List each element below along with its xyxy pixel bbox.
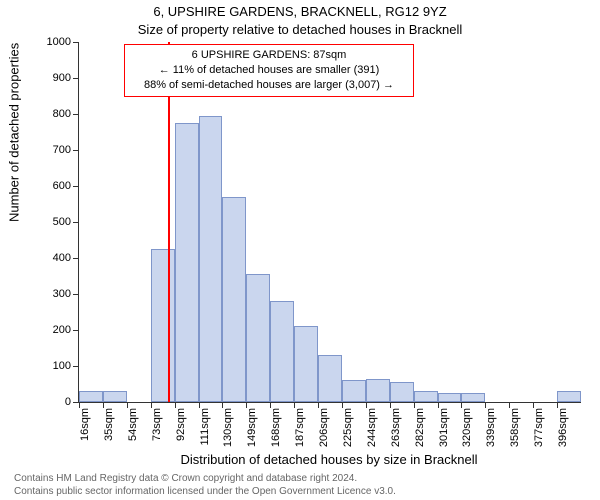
x-tick-label: 358sqm <box>509 408 521 447</box>
y-tick-mark <box>73 366 79 367</box>
x-tick-label: 396sqm <box>557 408 569 447</box>
y-tick-label: 500 <box>53 216 71 228</box>
y-axis-label: Number of detached properties <box>7 43 22 222</box>
x-tick-label: 225sqm <box>342 408 354 447</box>
y-tick-label: 300 <box>53 288 71 300</box>
histogram-bar <box>342 380 366 402</box>
y-tick-mark <box>73 186 79 187</box>
histogram-bar <box>557 391 581 402</box>
histogram-bar <box>438 393 462 402</box>
chart-title-sub: Size of property relative to detached ho… <box>0 22 600 37</box>
histogram-bar <box>318 355 342 402</box>
histogram-bar <box>461 393 485 402</box>
x-tick-label: 16sqm <box>79 408 91 441</box>
x-tick-label: 54sqm <box>127 408 139 441</box>
y-tick-label: 100 <box>53 360 71 372</box>
histogram-bar <box>246 274 270 402</box>
y-tick-label: 200 <box>53 324 71 336</box>
y-tick-label: 600 <box>53 180 71 192</box>
histogram-bar <box>390 382 414 402</box>
histogram-bar <box>222 197 246 402</box>
y-tick-mark <box>73 258 79 259</box>
y-tick-mark <box>73 114 79 115</box>
x-tick-label: 149sqm <box>246 408 258 447</box>
x-tick-label: 168sqm <box>270 408 282 447</box>
x-tick-label: 377sqm <box>533 408 545 447</box>
x-tick-label: 130sqm <box>222 408 234 447</box>
annotation-line-2: ← 11% of detached houses are smaller (39… <box>131 63 407 78</box>
y-tick-mark <box>73 42 79 43</box>
y-tick-label: 700 <box>53 144 71 156</box>
y-tick-mark <box>73 78 79 79</box>
y-tick-label: 900 <box>53 72 71 84</box>
y-tick-label: 1000 <box>47 36 71 48</box>
annotation-line-1: 6 UPSHIRE GARDENS: 87sqm <box>131 48 407 63</box>
histogram-bar <box>79 391 103 402</box>
chart-title-main: 6, UPSHIRE GARDENS, BRACKNELL, RG12 9YZ <box>0 4 600 19</box>
histogram-bar <box>175 123 199 402</box>
annotation-line-3: 88% of semi-detached houses are larger (… <box>131 78 407 93</box>
footer-attribution: Contains HM Land Registry data © Crown c… <box>14 473 396 498</box>
x-tick-label: 73sqm <box>151 408 163 441</box>
x-tick-label: 206sqm <box>318 408 330 447</box>
histogram-bar <box>103 391 127 402</box>
y-tick-label: 800 <box>53 108 71 120</box>
x-tick-label: 282sqm <box>414 408 426 447</box>
x-tick-label: 320sqm <box>461 408 473 447</box>
x-tick-label: 263sqm <box>390 408 402 447</box>
x-tick-label: 339sqm <box>485 408 497 447</box>
histogram-bar <box>270 301 294 402</box>
y-tick-mark <box>73 330 79 331</box>
x-tick-label: 92sqm <box>175 408 187 441</box>
y-tick-mark <box>73 222 79 223</box>
y-tick-label: 400 <box>53 252 71 264</box>
x-tick-label: 187sqm <box>294 408 306 447</box>
histogram-bar <box>366 379 390 402</box>
footer-line-2: Contains public sector information licen… <box>14 486 396 499</box>
x-tick-label: 301sqm <box>438 408 450 447</box>
x-tick-label: 35sqm <box>103 408 115 441</box>
y-tick-mark <box>73 150 79 151</box>
histogram-bar <box>199 116 223 402</box>
histogram-bar <box>294 326 318 402</box>
footer-line-1: Contains HM Land Registry data © Crown c… <box>14 473 396 486</box>
x-tick-label: 244sqm <box>366 408 378 447</box>
y-tick-mark <box>73 294 79 295</box>
x-axis-label: Distribution of detached houses by size … <box>78 452 580 467</box>
y-tick-label: 0 <box>65 396 71 408</box>
annotation-box: 6 UPSHIRE GARDENS: 87sqm ← 11% of detach… <box>124 44 414 97</box>
x-tick-label: 111sqm <box>199 408 211 446</box>
histogram-bar <box>151 249 175 402</box>
chart-plot-area: 01002003004005006007008009001000 16sqm35… <box>78 42 581 403</box>
histogram-bar <box>414 391 438 402</box>
page-root: 6, UPSHIRE GARDENS, BRACKNELL, RG12 9YZ … <box>0 0 600 500</box>
